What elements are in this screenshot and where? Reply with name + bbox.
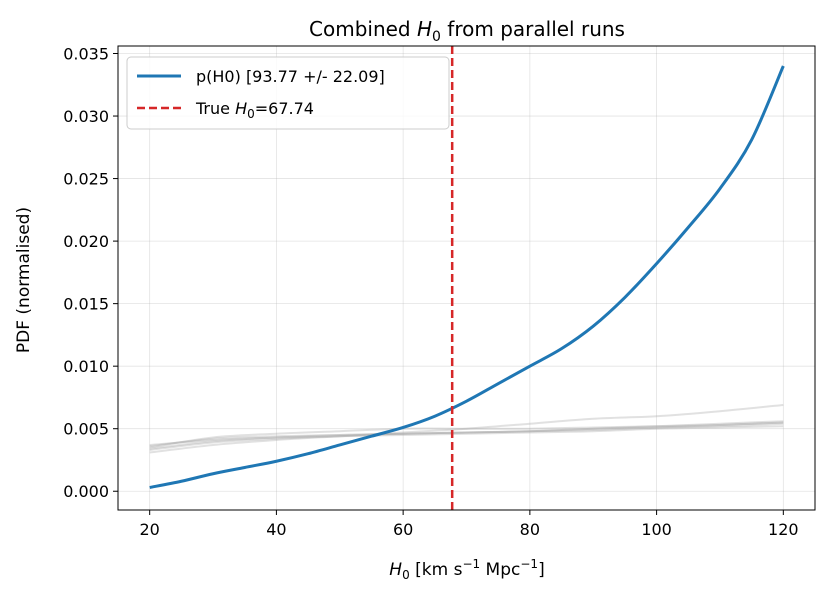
y-axis-ticks: 0.000 0.005 0.010 0.015 0.020 0.025 0.030 0.035 (63, 45, 118, 501)
run-line-5 (149, 425, 784, 446)
legend: p(H0) [93.77 +/- 22.09] True H0=67.74 (126, 56, 450, 130)
legend-box (126, 56, 450, 130)
y-axis-label: PDF (normalised) (14, 207, 34, 353)
y-tick-label-1: 0.005 (63, 420, 109, 439)
x-tick-label-4: 100 (641, 520, 672, 539)
x-tick-label-2: 60 (393, 520, 413, 539)
x-tick-label-3: 80 (520, 520, 540, 539)
y-tick-label-6: 0.030 (63, 107, 109, 126)
run-line-2 (149, 422, 784, 451)
x-axis-label: H0 [km s−1 Mpc−1] (389, 557, 544, 582)
main-series (149, 65, 785, 489)
x-tick-label-5: 120 (768, 520, 799, 539)
run-line-1 (149, 421, 784, 448)
y-tick-label-5: 0.025 (63, 170, 109, 189)
series-line-0 (149, 65, 785, 489)
chart-title: Combined H0 from parallel runs (309, 17, 625, 45)
y-tick-label-7: 0.035 (63, 45, 109, 64)
run-line-0 (149, 420, 784, 450)
run-line-4 (149, 421, 784, 449)
x-tick-label-0: 20 (140, 520, 160, 539)
legend-label-true: True H0=67.74 (195, 99, 314, 121)
y-tick-label-0: 0.000 (63, 482, 109, 501)
plot-frame (117, 45, 816, 511)
legend-label-main: p(H0) [93.77 +/- 22.09] (196, 67, 385, 86)
y-tick-label-2: 0.010 (63, 357, 109, 376)
x-axis-ticks: 20 40 60 80 100 120 (140, 510, 799, 539)
y-tick-label-3: 0.015 (63, 295, 109, 314)
run-line-3 (149, 403, 784, 454)
y-tick-label-4: 0.020 (63, 232, 109, 251)
x-tick-label-1: 40 (266, 520, 286, 539)
parallel-runs (149, 403, 784, 454)
